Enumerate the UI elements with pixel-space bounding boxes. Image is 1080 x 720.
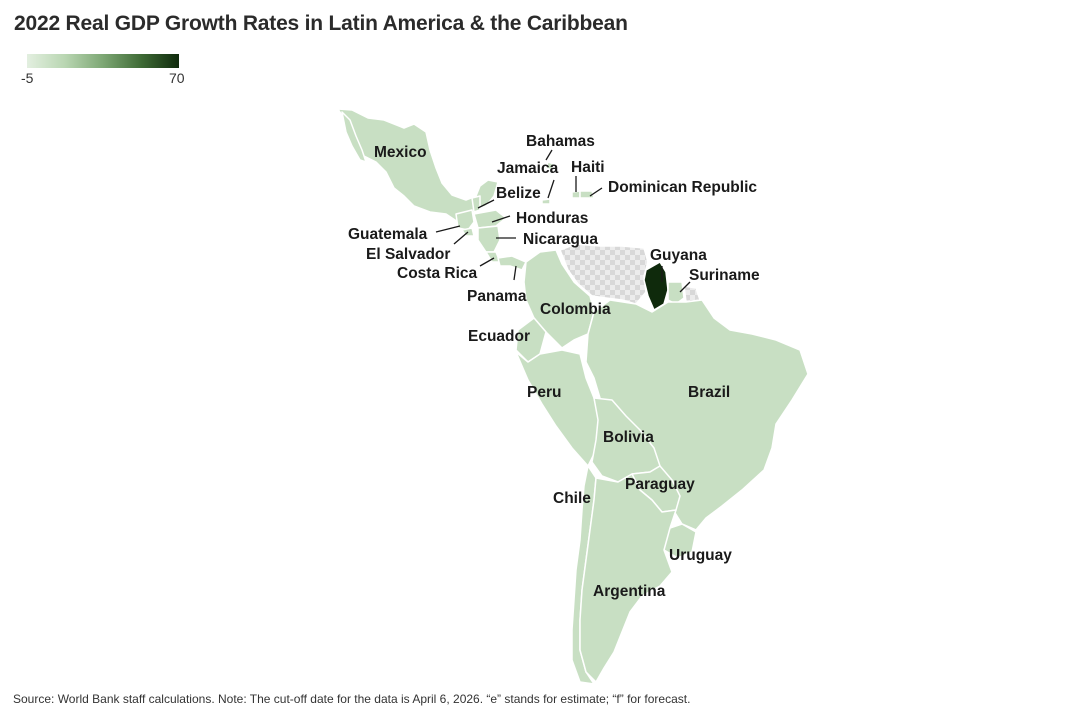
label-brazil: Brazil (688, 384, 730, 401)
label-belize: Belize (496, 185, 541, 202)
label-honduras: Honduras (516, 210, 588, 227)
country-guyana[interactable] (643, 261, 669, 311)
label-peru: Peru (527, 384, 561, 401)
source-note: Source: World Bank staff calculations. N… (13, 692, 691, 706)
label-el-salvador: El Salvador (366, 246, 450, 263)
country-baja-california (341, 111, 367, 163)
label-bahamas: Bahamas (526, 133, 595, 150)
leader-dominican-republic (589, 187, 603, 197)
leader-belize (477, 199, 495, 209)
leader-panama (513, 265, 517, 281)
legend-max-label: 70 (169, 70, 185, 86)
label-suriname: Suriname (689, 267, 760, 284)
leader-guatemala (435, 225, 461, 233)
label-panama: Panama (467, 288, 527, 305)
map-title: 2022 Real GDP Growth Rates in Latin Amer… (14, 12, 628, 35)
label-bolivia: Bolivia (603, 429, 654, 446)
country-peru[interactable] (515, 349, 601, 467)
leader-el-salvador (453, 231, 469, 245)
country-belize[interactable] (471, 195, 481, 213)
label-jamaica: Jamaica (497, 160, 559, 177)
label-mexico: Mexico (374, 144, 427, 161)
leader-jamaica (547, 179, 555, 199)
label-paraguay: Paraguay (625, 476, 695, 493)
country-guatemala[interactable] (455, 209, 475, 231)
label-chile: Chile (553, 490, 591, 507)
leader-costa-rica (479, 257, 495, 267)
legend-min-label: -5 (21, 70, 34, 86)
label-colombia: Colombia (540, 301, 611, 318)
label-uruguay: Uruguay (669, 547, 732, 564)
label-dominican-republic: Dominican Republic (608, 179, 757, 196)
label-guyana: Guyana (650, 247, 707, 264)
country-bahamas[interactable] (545, 161, 555, 171)
label-nicaragua: Nicaragua (523, 231, 598, 248)
country-panama[interactable] (497, 255, 527, 271)
label-haiti: Haiti (571, 159, 605, 176)
country-nicaragua[interactable] (477, 225, 501, 253)
country-venezuela[interactable] (559, 243, 649, 305)
country-haiti[interactable] (571, 190, 581, 199)
country-jamaica[interactable] (541, 198, 551, 205)
country-suriname[interactable] (667, 281, 685, 305)
label-costa-rica: Costa Rica (397, 265, 477, 282)
leader-bahamas (545, 149, 553, 161)
label-guatemala: Guatemala (348, 226, 428, 243)
country-argentina[interactable] (579, 473, 677, 683)
legend-color-scale (27, 54, 179, 68)
country-french-guiana (683, 285, 701, 303)
country-mexico[interactable] (337, 108, 499, 223)
leader-suriname (679, 281, 691, 293)
country-honduras[interactable] (473, 209, 507, 229)
label-ecuador: Ecuador (468, 328, 530, 345)
leader-honduras (491, 215, 511, 223)
label-argentina: Argentina (593, 583, 666, 600)
